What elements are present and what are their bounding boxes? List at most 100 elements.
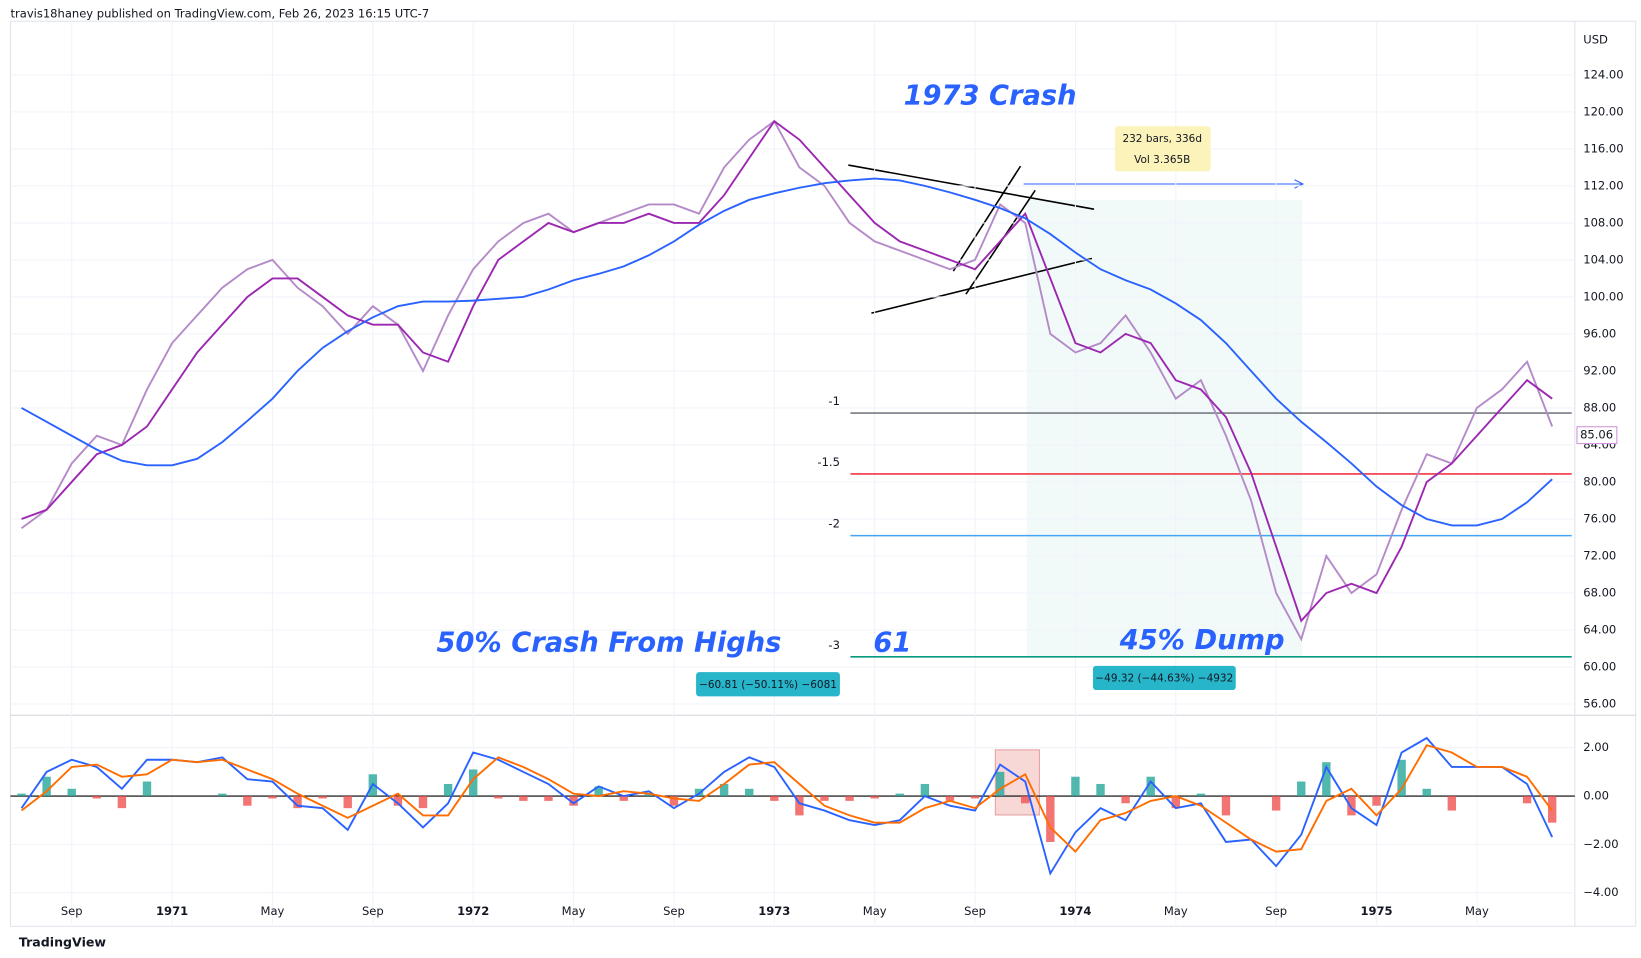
histogram-bar: [1297, 781, 1306, 797]
histogram-bar: [293, 796, 302, 809]
histogram-bar: [519, 796, 528, 801]
histogram-bar: [17, 793, 26, 797]
header: travis18haney published on TradingView.c…: [10, 6, 429, 20]
histogram-bar: [569, 796, 578, 806]
last-price-tag: [1576, 426, 1618, 445]
x-tick-label: Sep: [61, 904, 83, 918]
last-price-label: 85.06: [1580, 428, 1613, 442]
range-label: −49.32 (−44.63%) −4932: [1095, 672, 1233, 684]
histogram-bar: [67, 788, 76, 797]
histogram-bar: [770, 796, 779, 801]
series-line: [20, 744, 1553, 854]
x-tick-label: Sep: [362, 904, 384, 918]
y-tick-label: 72.00: [1583, 548, 1616, 562]
histogram-bar: [1322, 762, 1331, 797]
histogram-bar: [644, 793, 654, 797]
histogram-bar: [845, 796, 854, 801]
histogram-bar: [1447, 796, 1457, 811]
y-tick-label: 104.00: [1583, 252, 1623, 266]
y-tick-label: 120.00: [1583, 104, 1623, 118]
range-box: [696, 672, 840, 697]
histogram-bar: [1347, 796, 1356, 816]
histogram-bar: [1071, 776, 1080, 797]
histogram-bar: [318, 796, 327, 799]
fib-label: -2: [828, 517, 840, 531]
histogram-bar: [544, 796, 553, 801]
x-tick-label: 1973: [758, 904, 790, 918]
x-tick-label: May: [562, 904, 586, 918]
frame: [9, 20, 1637, 927]
measure-box: [1114, 126, 1211, 172]
histogram-bar: [1096, 783, 1105, 797]
currency: USD: [1583, 33, 1608, 47]
histogram-bar: [820, 796, 829, 801]
histogram-bar: [343, 796, 352, 809]
histogram-bar: [443, 783, 453, 797]
trend-line: [848, 164, 1095, 210]
y-tick-label: 56.00: [1583, 697, 1616, 711]
x-tick-label: 1971: [156, 904, 188, 918]
annotation: 45% Dump: [1119, 625, 1285, 656]
y-tick-label: 100.00: [1583, 289, 1623, 303]
fib-label: -1: [828, 394, 840, 408]
histogram-bar: [1271, 796, 1281, 811]
series-line: [21, 177, 1553, 527]
x-tick-label: May: [1164, 904, 1188, 918]
histogram-bar: [669, 796, 679, 806]
x-tick-label: Sep: [964, 904, 986, 918]
histogram-bar: [468, 769, 478, 797]
series-line: [20, 736, 1554, 876]
histogram-bar: [745, 788, 754, 797]
y-tick-label: 2.00: [1583, 740, 1609, 754]
histogram-bar: [142, 781, 152, 797]
histogram-bar: [1372, 796, 1381, 806]
histogram-bar: [1146, 776, 1155, 797]
x-tick-label: May: [863, 904, 887, 918]
histogram-bar: [494, 796, 503, 799]
histogram-bar: [393, 796, 403, 806]
y-tick-label: 64.00: [1583, 622, 1616, 636]
histogram-bar: [719, 783, 729, 797]
histogram-bar: [1221, 796, 1231, 816]
histogram-bar: [895, 793, 904, 797]
range-label: −60.81 (−50.11%) −6081: [699, 679, 837, 691]
histogram-bar: [1046, 796, 1055, 842]
y-tick-label: 88.00: [1583, 400, 1616, 414]
histogram-bar: [42, 776, 51, 797]
y-tick-label: 108.00: [1583, 215, 1623, 229]
histogram-bar: [1196, 793, 1206, 797]
range-box: [1092, 665, 1236, 691]
x-tick-label: May: [1465, 904, 1489, 918]
histogram-bar: [268, 796, 277, 799]
fib-label: -3: [828, 638, 840, 652]
y-tick-label: −2.00: [1583, 837, 1618, 851]
histogram-bar: [1397, 759, 1406, 797]
histogram-bar: [1121, 796, 1130, 804]
measure-label: 232 bars, 336d: [1122, 133, 1202, 145]
histogram-bar: [619, 796, 628, 801]
x-tick-label: 1974: [1059, 904, 1091, 918]
histogram-bar: [117, 796, 127, 809]
histogram-bar: [594, 786, 603, 797]
footer-logo: TradingView: [19, 935, 107, 950]
y-tick-label: 124.00: [1583, 67, 1623, 81]
histogram-bar: [1422, 788, 1431, 797]
histogram-bar: [218, 793, 227, 797]
x-tick-label: Sep: [1265, 904, 1287, 918]
histogram-bar: [243, 796, 252, 806]
x-tick-label: 1975: [1360, 904, 1392, 918]
histogram-bar: [1522, 796, 1532, 804]
histogram-bar: [418, 796, 428, 809]
histogram-bar: [92, 796, 102, 799]
annotation: 50% Crash From Highs: [436, 627, 781, 658]
y-tick-label: 68.00: [1583, 585, 1616, 599]
y-tick-label: 80.00: [1583, 474, 1616, 488]
histogram-bar: [870, 796, 879, 799]
y-tick-label: −4.00: [1583, 885, 1618, 899]
histogram-bar: [945, 796, 955, 801]
y-tick-label: 116.00: [1583, 141, 1623, 155]
x-tick-label: May: [261, 904, 285, 918]
